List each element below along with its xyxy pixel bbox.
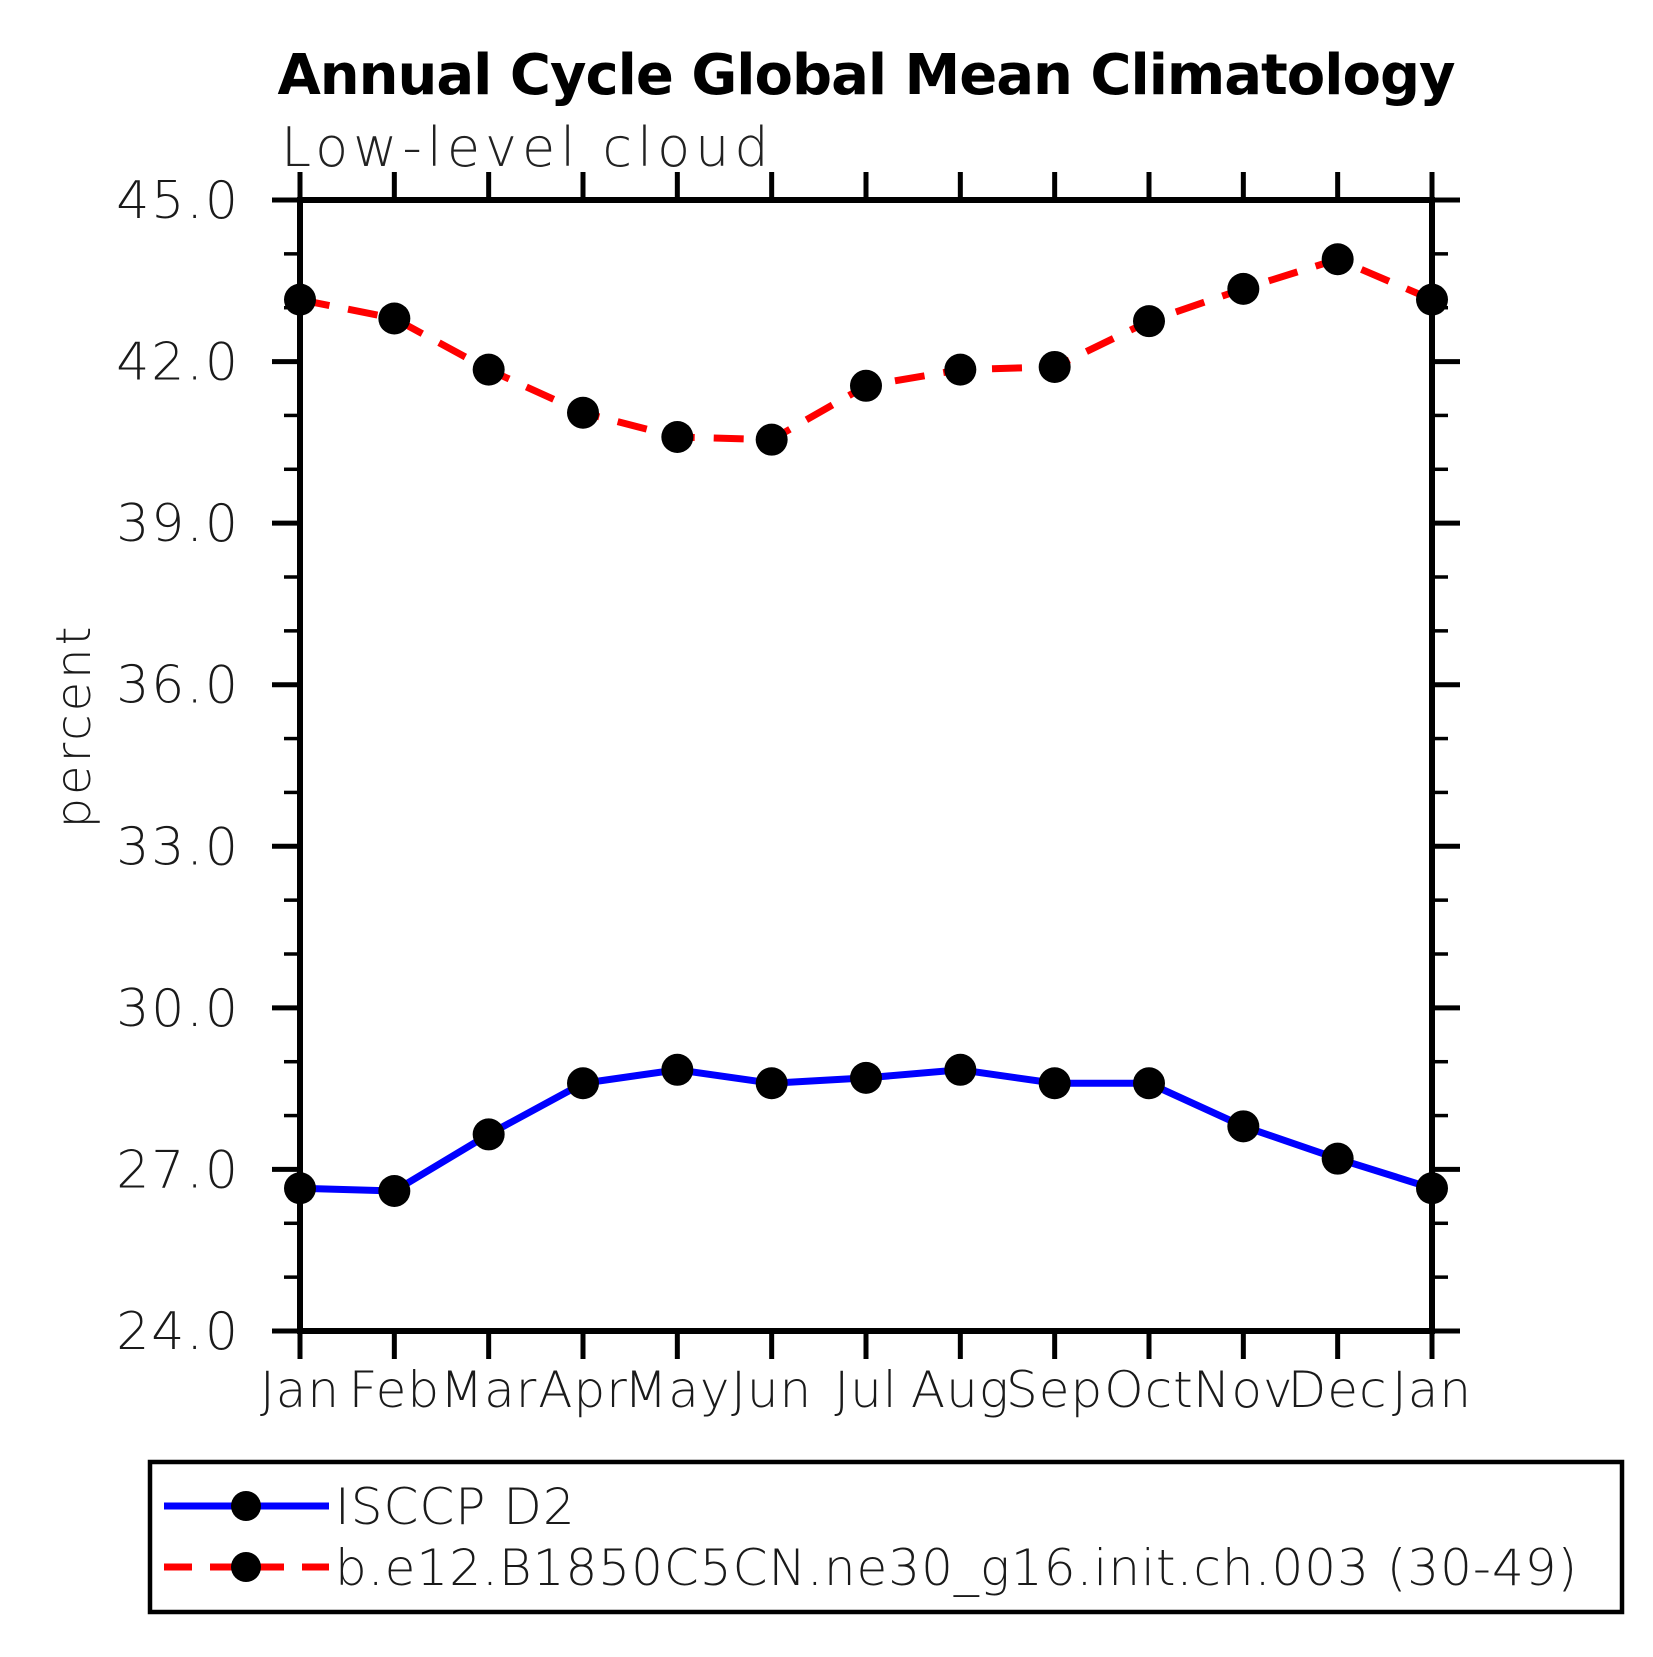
y-tick-label: 27.0: [116, 1140, 240, 1200]
y-tick-label: 30.0: [116, 979, 240, 1039]
data-point-marker: [944, 1053, 977, 1086]
legend-frame: [147, 1459, 1625, 1615]
series-markers-model-b-e12: [284, 243, 1448, 456]
chart-subtitle: Low-level cloud: [281, 116, 774, 179]
x-tick-label: Jan: [260, 1361, 340, 1419]
data-point-marker: [755, 423, 788, 456]
data-point-marker: [1227, 1110, 1260, 1143]
data-point-marker: [284, 1172, 316, 1205]
x-tick-label: Mar: [440, 1361, 537, 1419]
x-tick-label: May: [624, 1361, 730, 1419]
legend-label-isccp-d2: ISCCP D2: [335, 1478, 576, 1536]
data-point-marker: [472, 353, 505, 386]
data-point-marker: [1133, 1067, 1165, 1100]
legend-entry-model-b-e12: b.e12.B1850C5CN.ne30_g16.init.ch.003 (30…: [164, 1539, 1578, 1597]
x-tick-label: Dec: [1288, 1361, 1388, 1419]
data-point-marker: [1416, 283, 1448, 316]
y-tick-label: 33.0: [116, 817, 240, 877]
x-tick-label: Jun: [731, 1361, 812, 1419]
data-point-marker: [284, 283, 316, 316]
legend-marker-icon: [231, 1491, 261, 1521]
chart-title: Annual Cycle Global Mean Climatology: [277, 43, 1455, 108]
data-point-marker: [1038, 1067, 1071, 1100]
data-point-marker: [1227, 272, 1260, 305]
data-point-marker: [1321, 243, 1354, 276]
x-axis-ticks: [297, 172, 1435, 1359]
y-axis-title: percent: [46, 624, 102, 829]
data-point-marker: [567, 396, 599, 429]
data-point-marker: [1133, 305, 1165, 338]
legend-entry-isccp-d2: ISCCP D2: [164, 1478, 576, 1536]
data-point-marker: [472, 1118, 505, 1151]
legend-marker-icon: [231, 1552, 261, 1582]
x-tick-label: Oct: [1104, 1361, 1193, 1419]
data-point-marker: [755, 1067, 788, 1100]
series-line-model-b-e12: [299, 255, 1434, 444]
y-tick-label: 42.0: [116, 333, 240, 393]
data-point-marker: [1416, 1172, 1448, 1205]
legend-box: ISCCP D2b.e12.B1850C5CN.ne30_g16.init.ch…: [147, 1459, 1625, 1615]
data-point-marker: [1038, 350, 1071, 383]
data-point-marker: [1321, 1142, 1354, 1175]
y-axis-tick-labels: 24.0 27.0 30.0 33.0 36.0 39.0 42.0 45.0: [116, 171, 240, 1362]
y-tick-label: 24.0: [116, 1302, 240, 1362]
data-point-marker: [850, 1061, 882, 1094]
x-tick-label: Aug: [911, 1361, 1010, 1419]
y-tick-label: 45.0: [116, 171, 240, 231]
data-point-marker: [567, 1067, 599, 1100]
data-point-marker: [850, 369, 882, 402]
x-tick-label: Sep: [1006, 1361, 1103, 1419]
legend-label-model-b-e12: b.e12.B1850C5CN.ne30_g16.init.ch.003 (30…: [335, 1539, 1578, 1597]
data-point-marker: [661, 420, 694, 453]
data-series: [284, 243, 1448, 1207]
data-point-marker: [378, 302, 411, 335]
plot-frame: [297, 197, 1435, 1334]
x-tick-label: Nov: [1193, 1361, 1294, 1419]
x-tick-label: Jul: [834, 1361, 897, 1419]
data-point-marker: [661, 1053, 694, 1086]
y-tick-label: 39.0: [116, 494, 240, 554]
plot-frame-rect: [297, 197, 1435, 1334]
data-point-marker: [944, 353, 977, 386]
y-tick-label: 36.0: [116, 656, 240, 716]
x-tick-label: Jan: [1392, 1361, 1472, 1419]
x-tick-label: Apr: [538, 1361, 628, 1419]
data-point-marker: [378, 1174, 411, 1207]
x-tick-label: Feb: [349, 1361, 441, 1419]
series-markers-isccp-d2: [284, 1053, 1448, 1207]
